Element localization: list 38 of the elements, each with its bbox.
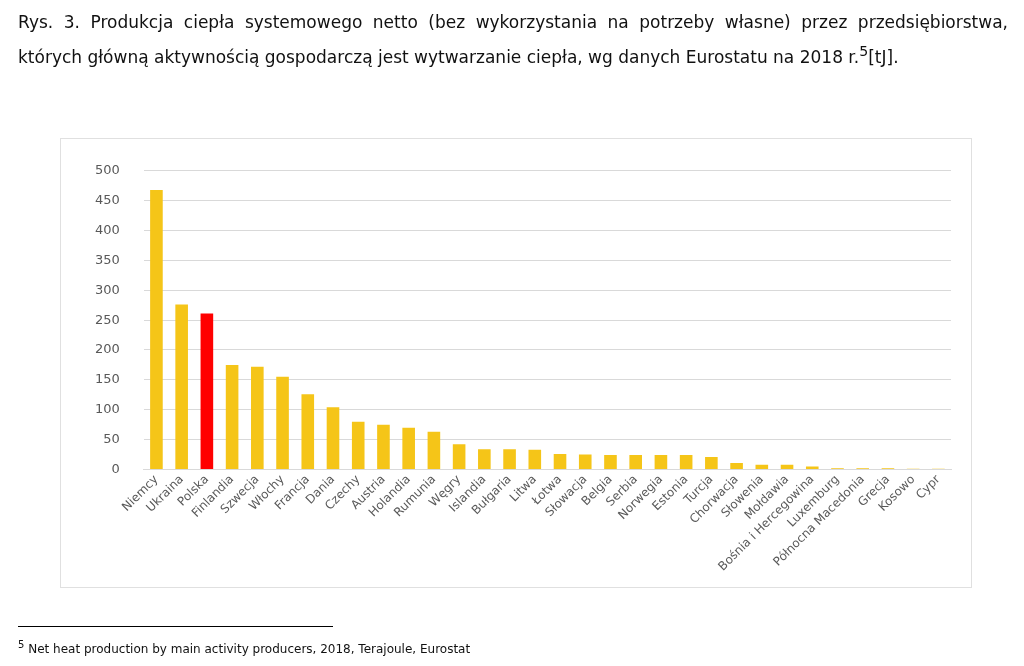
y-tick-label: 0 [111,460,120,476]
bar [427,431,441,469]
bar [326,407,340,469]
bar [251,366,264,469]
y-tick-label: 300 [94,281,120,297]
text: $^{5}$ Net heat production by main activity producers, 2018, Terajoule, Eurostat [18,639,471,656]
chart-title: Rys. 3. Produkcja ciepła systemowego netto (bez wykorzystania na potrzeby własne) przez przedsiębiorstwa, których główną aktywnością gospodarczą jest wytwarzanie ciepła, wg danych Eurostatu na 2018 r.$^{5}$[tJ]. [18,11,1008,69]
bar [805,466,819,469]
bar [200,313,214,469]
bar [553,453,567,469]
bar [377,424,390,469]
y-tick-label: 350 [94,251,120,267]
bar [150,189,163,469]
bar [578,454,592,469]
bar [402,427,415,469]
y-tick-label: 150 [94,371,120,387]
bar [705,456,718,469]
bar [679,455,693,469]
bar [604,455,617,469]
y-tick-label: 250 [94,311,120,327]
bar [225,364,239,469]
bar [730,462,743,469]
y-tick-label: 200 [94,341,120,357]
bar [478,449,491,469]
bar [528,449,542,469]
y-tick-label: 450 [94,192,120,208]
bar [452,444,466,469]
y-tick-label: 400 [94,221,120,237]
bar [351,421,365,469]
bar [503,449,516,469]
bar [654,455,668,469]
y-tick-label: 100 [94,401,120,417]
bar [175,304,188,469]
y-tick-label: 50 [103,430,120,446]
y-tick-label: 500 [94,162,120,178]
bar [301,394,315,469]
bar [276,376,289,469]
bar [629,455,642,469]
